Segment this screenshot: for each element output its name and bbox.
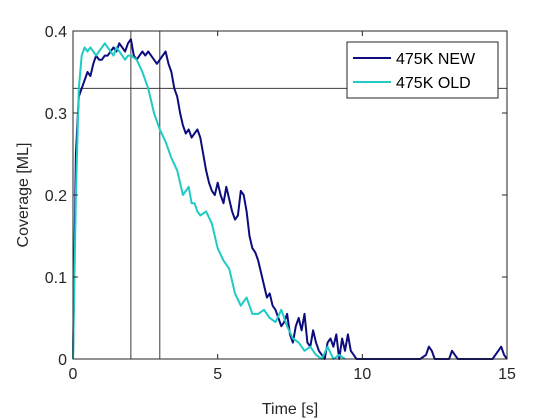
y-axis-label: Coverage [ML] <box>15 143 32 248</box>
y-tick-label: 0.3 <box>45 106 67 123</box>
x-tick-label: 15 <box>498 366 516 383</box>
x-tick-label: 5 <box>213 366 222 383</box>
x-tick-label: 10 <box>353 366 371 383</box>
x-tick-label: 0 <box>69 366 78 383</box>
y-tick-label: 0.1 <box>45 270 67 287</box>
x-axis-label: Time [s] <box>262 401 318 418</box>
x-axis: 0 5 10 15 <box>69 31 516 383</box>
series-line-0 <box>72 38 508 360</box>
legend-label-1: 475K OLD <box>396 75 471 92</box>
legend-box <box>346 41 499 99</box>
series-line-1 <box>72 42 346 360</box>
y-axis: 0 0.1 0.2 0.3 0.4 <box>45 24 507 369</box>
series-layer <box>72 38 508 360</box>
y-tick-label: 0.2 <box>45 188 67 205</box>
legend-label-0: 475K NEW <box>396 51 476 68</box>
y-tick-label: 0 <box>58 352 67 369</box>
y-tick-label: 0.4 <box>45 24 67 41</box>
legend: 475K NEW 475K OLD <box>346 41 499 99</box>
